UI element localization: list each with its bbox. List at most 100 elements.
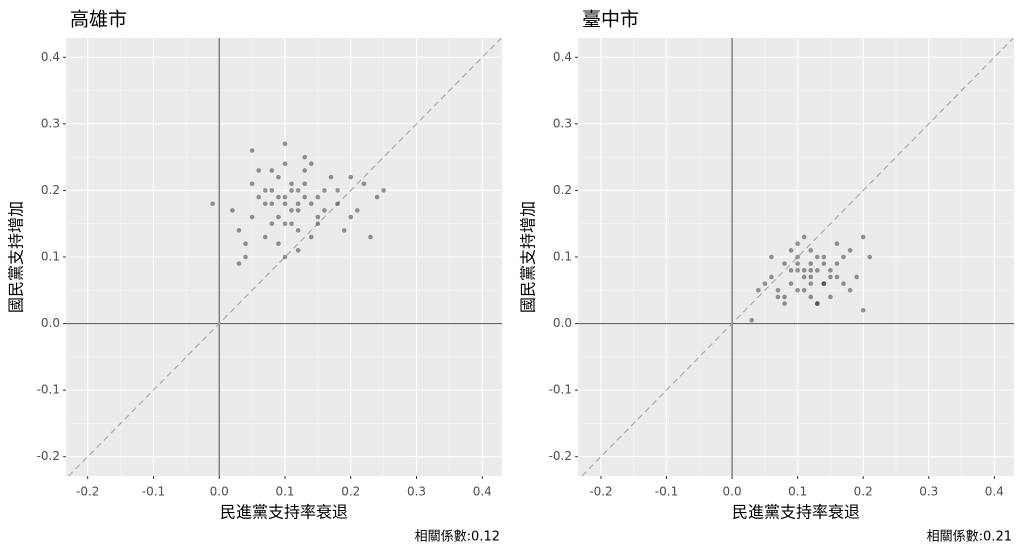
point [847,287,853,293]
point [795,241,800,246]
y-tick-label: 0.4 [41,50,60,64]
point [282,221,288,227]
point [762,281,768,286]
point [276,174,281,180]
point [308,234,314,240]
point [262,201,268,207]
point [808,281,814,286]
x-tick-label: 0.2 [341,485,360,499]
y-tick-label: 0.0 [553,316,572,330]
point [828,274,833,280]
point [775,294,781,300]
point [262,234,268,240]
x-tick-label: 0.4 [473,485,492,499]
x-tick-label: -0.1 [655,485,678,499]
point [348,214,354,220]
point [368,234,373,240]
x-tick-label: -0.1 [142,485,165,499]
point [243,241,248,246]
point [328,174,334,180]
point [315,214,321,220]
point [249,214,255,220]
y-tick-label: -0.1 [37,383,60,397]
y-tick-label: 0.3 [553,116,572,130]
point [795,287,800,293]
point [795,254,800,260]
y-tick-label: 0.0 [41,316,60,330]
x-tick-label: 0.1 [275,485,294,499]
y-tick-label: 0.2 [41,183,60,197]
point [749,317,755,323]
point [322,188,327,193]
point [795,268,800,273]
point [289,208,294,213]
point [801,274,807,280]
point [335,188,340,193]
point [210,201,215,207]
chart-title: 臺中市 [582,9,639,31]
y-tick-label: -0.1 [549,383,572,397]
point [282,161,288,167]
point [828,268,833,273]
point [335,201,340,207]
x-tick-label: 0.0 [210,485,229,499]
y-tick-label: -0.2 [549,449,572,463]
y-tick-label: -0.2 [37,449,60,463]
point [834,241,840,246]
x-tick-label: -0.2 [76,485,99,499]
point [821,281,827,286]
point [854,274,859,280]
point [808,294,814,300]
point [782,301,787,306]
point [808,268,814,273]
point [230,208,235,213]
point [795,261,800,266]
point [801,234,807,240]
point [782,294,787,300]
point [276,194,281,200]
point [269,201,275,207]
point [808,248,814,253]
point [295,248,301,253]
point [236,228,242,233]
point [341,228,347,233]
annotation: 相關係數:0.12 [415,530,500,545]
point [256,194,261,200]
identity-line [581,37,1014,477]
point [788,268,794,273]
point [860,307,866,313]
y-axis-title: 國民黨支持增加 [7,201,26,313]
point [808,274,814,280]
point [295,228,301,233]
point [801,268,807,273]
point [788,281,794,286]
y-tick-label: 0.2 [553,183,572,197]
point [808,261,814,266]
y-tick-label: 0.1 [553,250,572,264]
point [295,201,301,207]
point [302,194,308,200]
point [821,281,827,286]
point [821,254,827,260]
y-tick-label: 0.4 [553,50,572,64]
point [236,261,242,266]
chart-title: 高雄市 [70,9,127,31]
point [308,201,314,207]
x-tick-label: 0.0 [723,485,742,499]
point [249,148,255,153]
x-axis-title: 民進黨支持率衰退 [732,503,860,522]
panel: -0.2 -0.1 0.0 0.1 0.2 0.3 0.4 -0.2 -0.1 0.0 0.1 0.2… [519,9,1014,545]
x-tick-label: -0.2 [589,485,612,499]
point [815,301,820,306]
point [834,261,840,266]
point [355,208,360,213]
point [249,181,255,187]
annotation: 相關係數:0.21 [927,530,1012,545]
point [295,188,301,193]
point [289,181,294,187]
point [841,254,846,260]
point [769,274,774,280]
point [302,154,308,160]
point [262,188,268,193]
point [289,221,294,227]
